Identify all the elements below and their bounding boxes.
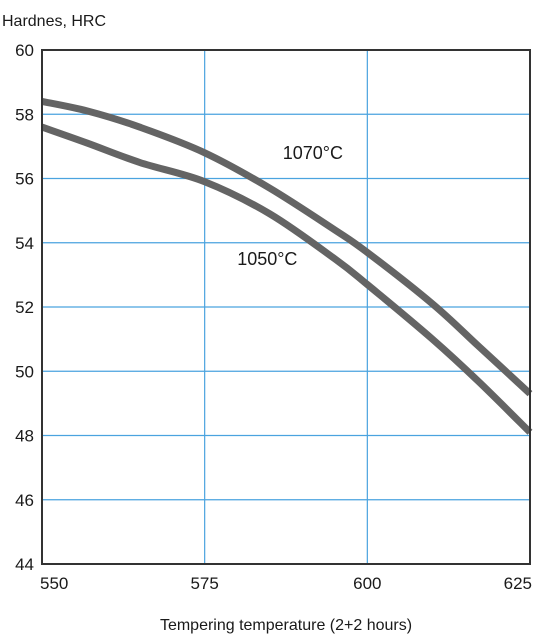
y-axis-title: Hardnes, HRC — [2, 13, 106, 30]
series-lines — [40, 97, 533, 435]
y-tick-label: 46 — [15, 491, 34, 510]
plot-frame — [41, 49, 531, 565]
y-tick-label: 50 — [15, 362, 34, 381]
x-tick-label: 625 — [504, 574, 532, 593]
x-tick-label: 600 — [353, 574, 381, 593]
y-tick-label: 52 — [15, 298, 34, 317]
series-line-1 — [40, 123, 533, 435]
y-tick-label: 54 — [15, 234, 34, 253]
tick-labels: 44 46 48 50 52 54 56 58 60 550 575 600 625 — [15, 41, 532, 593]
grid — [41, 49, 531, 565]
y-tick-label: 58 — [15, 105, 34, 124]
y-tick-label: 44 — [15, 555, 34, 574]
y-tick-label: 60 — [15, 41, 34, 60]
series-labels: 1070°C 1050°C — [237, 143, 343, 269]
x-axis-title: Tempering temperature (2+2 hours) — [160, 617, 412, 634]
series-label: 1050°C — [237, 249, 297, 269]
series-line-0 — [41, 97, 533, 397]
series-label: 1070°C — [283, 143, 343, 163]
x-tick-label: 575 — [190, 574, 218, 593]
x-tick-label: 550 — [40, 574, 68, 593]
y-tick-label: 56 — [15, 170, 34, 189]
y-tick-label: 48 — [15, 427, 34, 446]
